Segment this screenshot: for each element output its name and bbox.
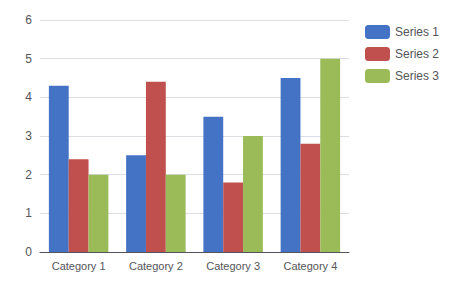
svg-text:3: 3 bbox=[25, 129, 32, 143]
svg-text:1: 1 bbox=[25, 206, 32, 220]
svg-text:5: 5 bbox=[25, 52, 32, 66]
svg-text:0: 0 bbox=[25, 245, 32, 259]
svg-text:Series 2: Series 2 bbox=[395, 47, 439, 61]
svg-text:2: 2 bbox=[25, 168, 32, 182]
svg-text:Series 1: Series 1 bbox=[395, 25, 439, 39]
svg-text:Category 4: Category 4 bbox=[283, 260, 337, 272]
svg-text:Series 3: Series 3 bbox=[395, 69, 439, 83]
svg-text:Category 2: Category 2 bbox=[129, 260, 183, 272]
svg-text:Category 1: Category 1 bbox=[52, 260, 106, 272]
svg-text:4: 4 bbox=[25, 90, 32, 104]
svg-text:Category 3: Category 3 bbox=[206, 260, 260, 272]
svg-text:6: 6 bbox=[25, 13, 32, 27]
